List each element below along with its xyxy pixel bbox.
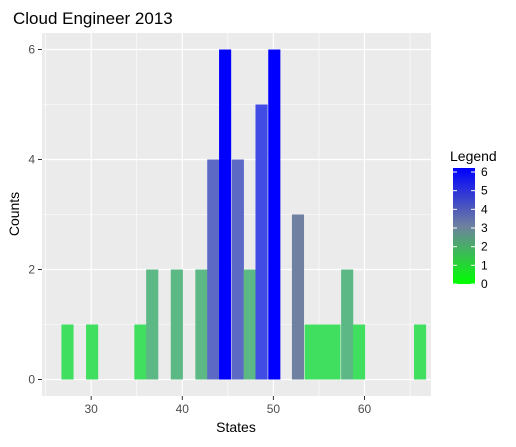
histogram-bar xyxy=(195,269,208,380)
histogram-bar xyxy=(170,269,183,380)
x-tick-label: 60 xyxy=(358,402,372,416)
legend-label: 6 xyxy=(481,165,488,179)
histogram-bar xyxy=(146,269,159,380)
histogram-bar xyxy=(231,159,244,380)
histogram-bar xyxy=(414,324,427,380)
histogram-bar xyxy=(316,324,329,380)
chart-title: Cloud Engineer 2013 xyxy=(13,9,173,28)
histogram-bar xyxy=(268,49,281,380)
x-tick-label: 50 xyxy=(267,402,281,416)
legend-title: Legend xyxy=(450,148,497,164)
histogram-bar xyxy=(341,269,354,380)
y-axis-title: Counts xyxy=(6,192,22,236)
legend-label: 0 xyxy=(481,277,488,291)
y-tick-label: 0 xyxy=(28,373,35,387)
y-tick-label: 2 xyxy=(28,263,35,277)
histogram-bar xyxy=(243,269,256,380)
histogram-bar xyxy=(134,324,147,380)
histogram-bar xyxy=(291,214,305,380)
histogram-bar xyxy=(328,324,341,380)
legend-colorbar xyxy=(453,168,475,284)
x-tick-label: 40 xyxy=(176,402,190,416)
y-tick-label: 6 xyxy=(28,43,35,57)
legend-labels: 6 5 4 3 2 1 0 xyxy=(453,165,488,291)
histogram-bar xyxy=(86,324,99,380)
histogram-bar xyxy=(219,49,232,380)
histogram-bar xyxy=(304,324,317,380)
legend-label: 1 xyxy=(481,258,488,272)
y-tick-label: 4 xyxy=(28,153,35,167)
histogram-bars xyxy=(61,49,427,380)
x-axis-title: States xyxy=(216,419,256,435)
legend-label: 4 xyxy=(481,202,488,216)
x-axis-ticks: 30 40 50 60 xyxy=(85,396,372,416)
legend-label: 5 xyxy=(481,184,488,198)
legend-label: 3 xyxy=(481,221,488,235)
x-tick-label: 30 xyxy=(85,402,99,416)
legend: Legend 6 5 4 3 2 1 0 xyxy=(450,148,497,291)
histogram-bar xyxy=(207,159,220,380)
histogram-bar xyxy=(255,104,268,380)
legend-label: 2 xyxy=(481,240,488,254)
histogram-bar xyxy=(61,324,74,380)
y-axis-ticks: 0 2 4 6 xyxy=(28,43,42,387)
histogram-bar xyxy=(352,324,366,380)
